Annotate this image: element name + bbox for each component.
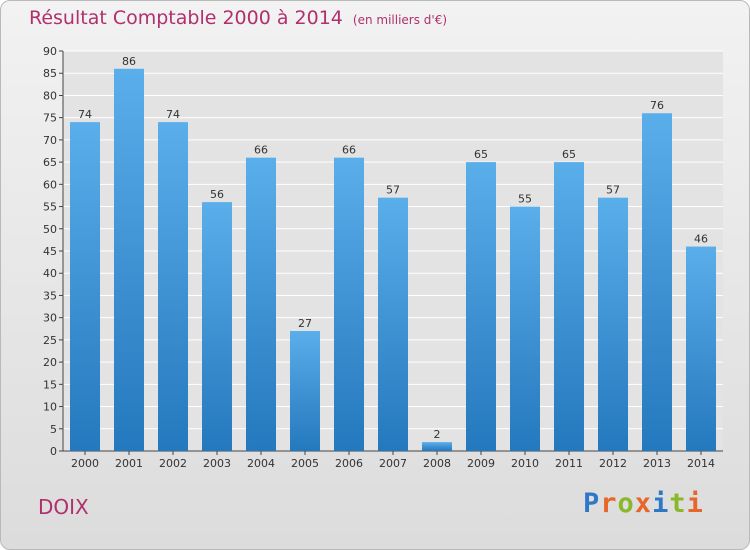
logo-letter: i bbox=[686, 488, 704, 519]
bar-value-label: 66 bbox=[342, 144, 356, 157]
y-tick-label: 20 bbox=[43, 356, 57, 369]
bar bbox=[642, 113, 672, 451]
bar bbox=[466, 162, 496, 451]
x-tick-label: 2009 bbox=[467, 457, 495, 470]
bar bbox=[158, 122, 188, 451]
bar-value-label: 55 bbox=[518, 193, 532, 206]
bar bbox=[598, 197, 628, 451]
x-tick-label: 2005 bbox=[291, 457, 319, 470]
bar-value-label: 66 bbox=[254, 144, 268, 157]
y-tick-label: 40 bbox=[43, 267, 57, 280]
y-tick-label: 70 bbox=[43, 134, 57, 147]
proxiti-logo: Proxiti bbox=[583, 488, 704, 519]
y-tick-label: 5 bbox=[50, 423, 57, 436]
x-tick-label: 2006 bbox=[335, 457, 363, 470]
bar bbox=[686, 246, 716, 451]
logo-letter: i bbox=[652, 488, 670, 519]
x-tick-label: 2007 bbox=[379, 457, 407, 470]
bar-value-label: 56 bbox=[210, 188, 224, 201]
x-tick-label: 2014 bbox=[687, 457, 715, 470]
bar-value-label: 74 bbox=[166, 108, 180, 121]
x-tick-label: 2000 bbox=[71, 457, 99, 470]
x-tick-label: 2011 bbox=[555, 457, 583, 470]
y-tick-label: 50 bbox=[43, 223, 57, 236]
logo-letter: x bbox=[634, 488, 653, 519]
y-tick-label: 85 bbox=[43, 67, 57, 80]
y-tick-label: 35 bbox=[43, 289, 57, 302]
bar-value-label: 57 bbox=[386, 184, 400, 197]
x-tick-label: 2001 bbox=[115, 457, 143, 470]
x-tick-label: 2010 bbox=[511, 457, 539, 470]
bar bbox=[290, 331, 320, 451]
y-tick-label: 15 bbox=[43, 378, 57, 391]
logo-letter: t bbox=[669, 488, 687, 519]
bar bbox=[554, 162, 584, 451]
bar-value-label: 27 bbox=[298, 317, 312, 330]
y-tick-label: 75 bbox=[43, 112, 57, 125]
logo-letter: P bbox=[583, 488, 601, 519]
y-tick-label: 80 bbox=[43, 89, 57, 102]
x-tick-label: 2013 bbox=[643, 457, 671, 470]
bar-value-label: 74 bbox=[78, 108, 92, 121]
chart-title-text: Résultat Comptable 2000 à 2014 bbox=[29, 7, 343, 29]
y-tick-label: 10 bbox=[43, 401, 57, 414]
chart-title: Résultat Comptable 2000 à 2014 (en millie… bbox=[29, 7, 447, 29]
y-tick-label: 45 bbox=[43, 245, 57, 258]
bar-value-label: 65 bbox=[474, 148, 488, 161]
bar bbox=[114, 68, 144, 452]
bar-value-label: 2 bbox=[434, 428, 441, 441]
bar bbox=[510, 206, 540, 451]
y-tick-label: 90 bbox=[43, 45, 57, 58]
x-tick-label: 2008 bbox=[423, 457, 451, 470]
y-tick-label: 0 bbox=[50, 445, 57, 458]
bar bbox=[334, 157, 364, 451]
x-tick-label: 2012 bbox=[599, 457, 627, 470]
bar bbox=[378, 197, 408, 451]
y-tick-label: 55 bbox=[43, 201, 57, 214]
bar bbox=[70, 122, 100, 451]
bar bbox=[422, 442, 452, 451]
x-tick-label: 2002 bbox=[159, 457, 187, 470]
y-tick-label: 65 bbox=[43, 156, 57, 169]
bar-value-label: 65 bbox=[562, 148, 576, 161]
x-tick-label: 2003 bbox=[203, 457, 231, 470]
logo-letter: o bbox=[617, 488, 635, 519]
bar-value-label: 76 bbox=[650, 99, 664, 112]
bar-value-label: 86 bbox=[122, 55, 136, 68]
commune-name: DOIX bbox=[38, 495, 89, 519]
chart-subtitle: (en milliers d'€) bbox=[352, 13, 448, 27]
bar bbox=[246, 157, 276, 451]
bar-value-label: 46 bbox=[694, 233, 708, 246]
bar bbox=[202, 202, 232, 451]
y-tick-label: 60 bbox=[43, 178, 57, 191]
y-tick-label: 25 bbox=[43, 334, 57, 347]
bar-value-label: 57 bbox=[606, 184, 620, 197]
x-tick-label: 2004 bbox=[247, 457, 275, 470]
logo-letter: r bbox=[600, 488, 618, 519]
y-tick-label: 30 bbox=[43, 312, 57, 325]
